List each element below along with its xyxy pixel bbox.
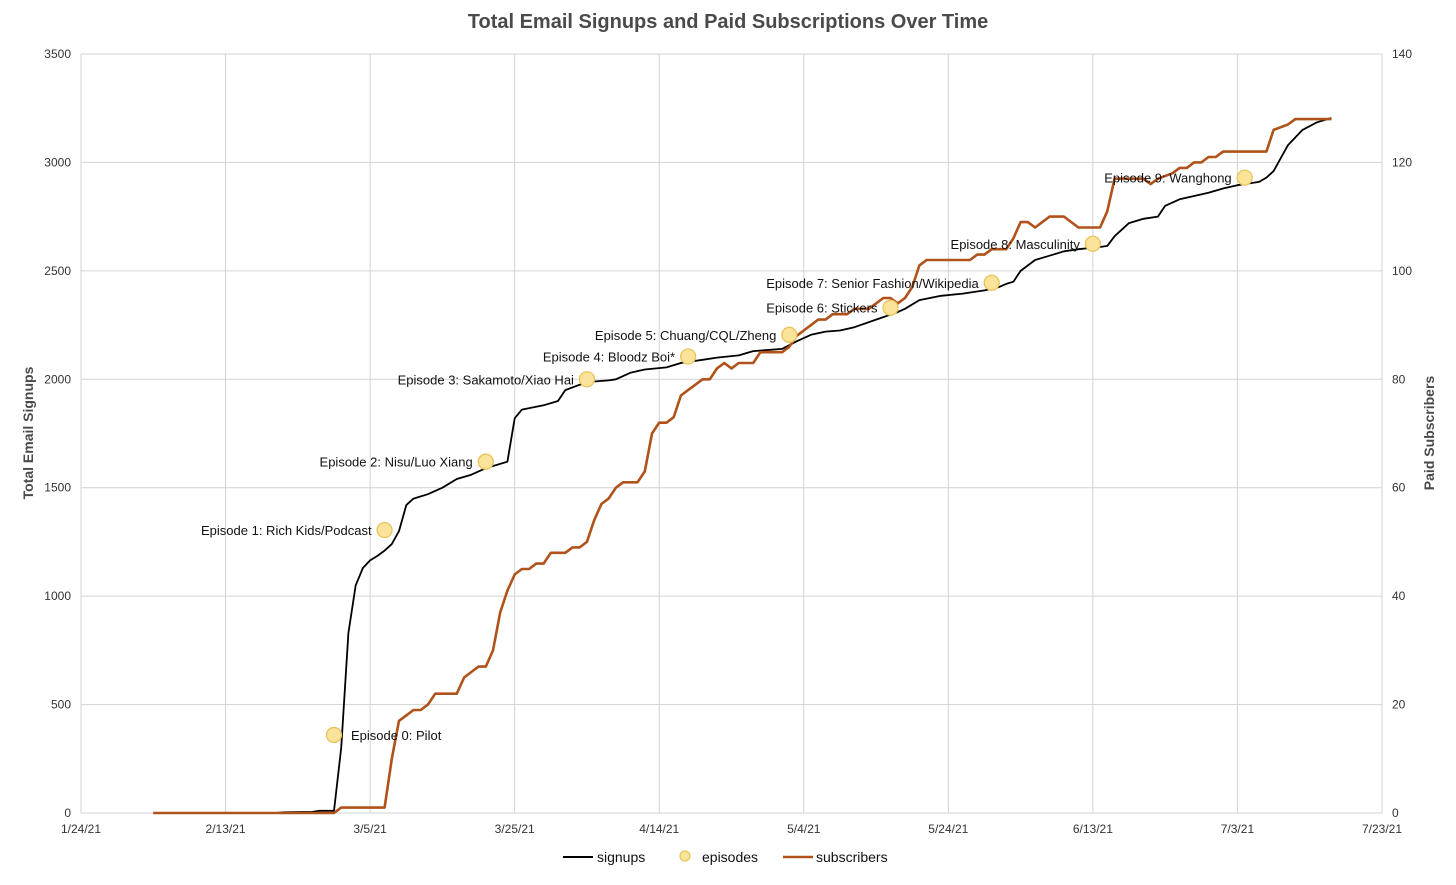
episode-label: Episode 4: Bloodz Boi* xyxy=(543,350,675,365)
y-left-tick-label: 1500 xyxy=(44,481,71,495)
y-left-tick-label: 1000 xyxy=(44,589,71,603)
episode-marker[interactable] xyxy=(781,326,798,343)
axis-ticks: 0 0 500 20 1000 40 1500 60 2000 80 2500 100 3000 120 3… xyxy=(44,47,1412,836)
y-left-tick-label: 2500 xyxy=(44,264,71,278)
gridlines xyxy=(80,53,1383,814)
episode-label: Episode 3: Sakamoto/Xiao Hai xyxy=(398,372,574,387)
y-left-tick-label: 3500 xyxy=(44,47,71,61)
y-axis-right-title: Paid Subscribers xyxy=(1421,376,1437,491)
episode-markers: Episode 0: Pilot Episode 1: Rich Kids/Pod… xyxy=(201,169,1253,744)
x-tick-label: 7/23/21 xyxy=(1362,822,1402,836)
episode-label: Episode 2: Nisu/Luo Xiang xyxy=(320,455,473,470)
y-right-tick-label: 140 xyxy=(1392,47,1412,61)
x-tick-label: 4/14/21 xyxy=(639,822,679,836)
x-tick-label: 7/3/21 xyxy=(1221,822,1255,836)
y-right-tick-label: 0 xyxy=(1392,806,1399,820)
x-tick-label: 1/24/21 xyxy=(61,822,101,836)
y-left-tick-label: 3000 xyxy=(44,155,71,169)
x-tick-label: 6/13/21 xyxy=(1073,822,1113,836)
series-lines xyxy=(153,117,1332,815)
y-left-tick-label: 0 xyxy=(64,806,71,820)
legend-subscribers-label: subscribers xyxy=(816,849,888,865)
episode-label: Episode 1: Rich Kids/Podcast xyxy=(201,523,372,538)
legend-episodes-swatch xyxy=(679,850,691,862)
episode-label: Episode 0: Pilot xyxy=(351,728,442,743)
episode-marker[interactable] xyxy=(477,453,494,470)
legend-episodes-label: episodes xyxy=(702,849,758,865)
y-left-tick-label: 500 xyxy=(51,698,71,712)
series-line-signups xyxy=(153,117,1332,814)
y-right-tick-label: 80 xyxy=(1392,372,1406,386)
legend: signups episodes subscribers xyxy=(563,849,888,865)
x-tick-label: 3/5/21 xyxy=(353,822,387,836)
episode-marker[interactable] xyxy=(679,348,697,365)
y-left-tick-label: 2000 xyxy=(44,372,71,386)
x-tick-label: 2/13/21 xyxy=(206,822,246,836)
series-line-subscribers xyxy=(153,117,1332,815)
episode-marker[interactable] xyxy=(376,521,393,539)
y-right-tick-label: 120 xyxy=(1392,155,1412,169)
episode-label: Episode 9: Wanghong xyxy=(1104,171,1231,186)
chart-title: Total Email Signups and Paid Subscriptio… xyxy=(468,11,988,33)
legend-signups-label: signups xyxy=(597,849,645,865)
y-right-tick-label: 20 xyxy=(1392,698,1406,712)
episode-marker[interactable] xyxy=(983,274,1000,291)
episode-marker[interactable] xyxy=(1084,235,1102,252)
x-tick-label: 5/4/21 xyxy=(787,822,821,836)
y-right-tick-label: 100 xyxy=(1392,264,1412,278)
y-right-tick-label: 60 xyxy=(1392,481,1406,495)
episode-marker[interactable] xyxy=(882,299,899,316)
y-axis-left-title: Total Email Signups xyxy=(20,366,36,499)
legend-item-signups[interactable]: signups xyxy=(563,849,645,865)
episode-label: Episode 8: Masculinity xyxy=(951,237,1081,252)
episode-marker[interactable] xyxy=(325,726,343,744)
episode-label: Episode 7: Senior Fashion/Wikipedia xyxy=(766,276,979,291)
x-tick-label: 3/25/21 xyxy=(495,822,535,836)
episode-label: Episode 6: Stickers xyxy=(766,301,878,316)
legend-item-subscribers[interactable]: subscribers xyxy=(783,849,888,865)
episode-marker[interactable] xyxy=(1236,169,1253,186)
y-right-tick-label: 40 xyxy=(1392,589,1406,603)
episode-marker[interactable] xyxy=(578,371,596,388)
episode-label: Episode 5: Chuang/CQL/Zheng xyxy=(595,328,776,343)
legend-item-episodes[interactable]: episodes xyxy=(679,849,758,865)
x-tick-label: 5/24/21 xyxy=(928,822,968,836)
